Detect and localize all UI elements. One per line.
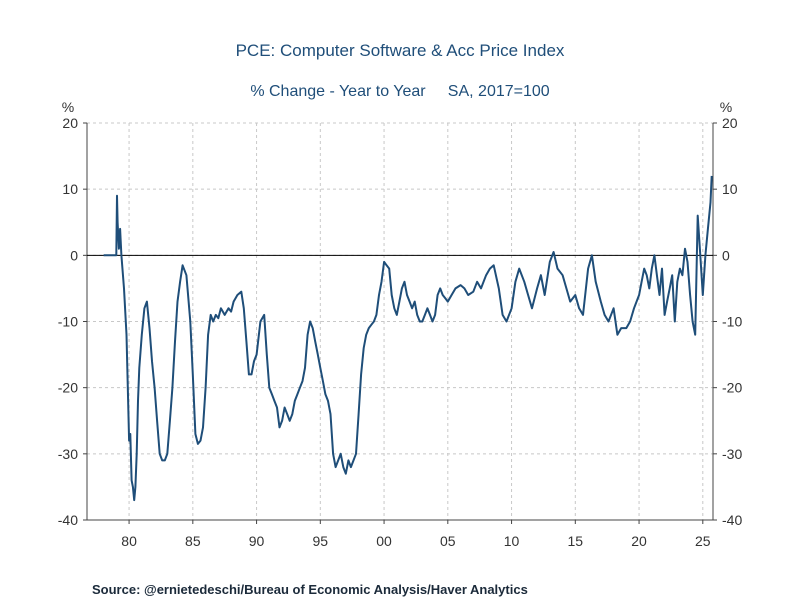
y-tick-label-right: -40 xyxy=(722,512,742,528)
y-tick-label-left: -30 xyxy=(58,446,78,462)
chart-title: PCE: Computer Software & Acc Price Index xyxy=(236,41,565,60)
x-tick-label: 25 xyxy=(695,533,711,549)
x-tick-label: 20 xyxy=(631,533,647,549)
y-tick-label-right: 0 xyxy=(722,247,730,263)
x-tick-label: 00 xyxy=(376,533,392,549)
y-axis-unit-right: % xyxy=(720,99,732,115)
chart-subtitle: % Change - Year to Year SA, 2017=100 xyxy=(250,83,549,100)
y-tick-label-left: 20 xyxy=(62,115,78,131)
y-tick-label-right: -30 xyxy=(722,446,742,462)
x-tick-label: 95 xyxy=(313,533,329,549)
x-tick-label: 15 xyxy=(568,533,584,549)
y-tick-label-right: 20 xyxy=(722,115,738,131)
y-axis-unit-left: % xyxy=(62,99,74,115)
x-tick-label: 80 xyxy=(121,533,137,549)
gridlines xyxy=(87,122,713,520)
y-tick-label-left: -20 xyxy=(58,380,78,396)
y-tick-labels: 20 20 10 10 0 0 -10 -10 -20 -20 -30 -30 -40 -40 xyxy=(58,115,743,528)
x-tick-label: 85 xyxy=(185,533,201,549)
y-tick-label-left: 10 xyxy=(62,181,78,197)
source-note: Source: @ernietedeschi/Bureau of Economi… xyxy=(92,582,528,597)
x-tick-label: 90 xyxy=(249,533,265,549)
y-tick-label-right: 10 xyxy=(722,181,738,197)
y-tick-label-left: -40 xyxy=(58,512,78,528)
x-tick-label: 10 xyxy=(504,533,520,549)
y-tick-label-left: -10 xyxy=(58,314,78,330)
x-tick-labels: 80 85 90 95 00 05 10 15 20 25 xyxy=(121,520,711,549)
y-tick-label-right: -20 xyxy=(722,380,742,396)
y-tick-label-left: 0 xyxy=(70,247,78,263)
y-tick-label-right: -10 xyxy=(722,314,742,330)
series-line-pce-software xyxy=(103,175,713,502)
x-tick-label: 05 xyxy=(440,533,456,549)
